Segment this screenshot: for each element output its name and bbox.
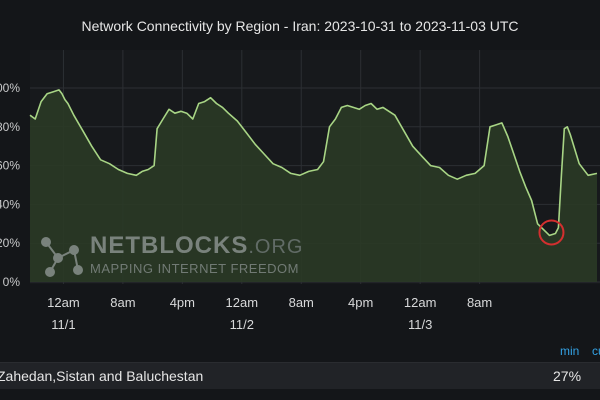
x-tick-label: 12am (404, 295, 437, 310)
x-tick-sublabel: 11/1 (51, 317, 75, 332)
x-tick-label: 8am (467, 295, 492, 310)
legend-min-header[interactable]: min (560, 344, 580, 358)
series-line (29, 89, 598, 237)
legend-series-name: Zahedan,Sistan and Baluchestan (0, 368, 204, 384)
legend-header: min cu (0, 344, 600, 360)
watermark-brand: NETBLOCKS.ORG (90, 232, 304, 259)
watermark-tagline: MAPPING INTERNET FREEDOM (90, 261, 299, 276)
x-axis-ticks: 4pm10/31/2312am11/18am4pm12am11/28am4pm1… (47, 295, 492, 332)
legend-current-header[interactable]: cu (592, 344, 600, 358)
legend-series-min: 27% (553, 368, 582, 384)
legend-series-row[interactable]: Zahedan,Sistan and Baluchestan 27% (0, 362, 600, 389)
x-tick-label: 12am (47, 295, 80, 310)
x-tick-label: 12am (226, 295, 259, 310)
x-tick-sublabel: 11/3 (408, 317, 432, 332)
y-tick-label: 0% (3, 275, 21, 289)
y-tick-label: 80% (0, 120, 20, 134)
netblocks-watermark: NETBLOCKS.ORG MAPPING INTERNET FREEDOM (36, 232, 302, 280)
x-tick-label: 8am (289, 295, 314, 310)
x-tick-sublabel: 11/2 (230, 317, 254, 332)
annotation-circle (538, 219, 565, 246)
x-tick-label: 4pm (170, 295, 195, 310)
y-tick-label: 100% (0, 81, 20, 95)
x-tick-label: 8am (110, 295, 135, 310)
netblocks-logo-icon (41, 237, 83, 277)
y-tick-label: 20% (0, 236, 20, 250)
annotation-layer (538, 219, 565, 246)
y-tick-label: 60% (0, 159, 20, 173)
y-axis-ticks: 100% 80% 60% 40% 20% 0% (0, 81, 20, 289)
series-area (30, 89, 597, 283)
y-tick-label: 40% (0, 197, 20, 211)
plot-area (29, 89, 598, 283)
chart-title: Network Connectivity by Region - Iran: 2… (81, 18, 519, 34)
x-tick-label: 4pm (348, 295, 373, 310)
